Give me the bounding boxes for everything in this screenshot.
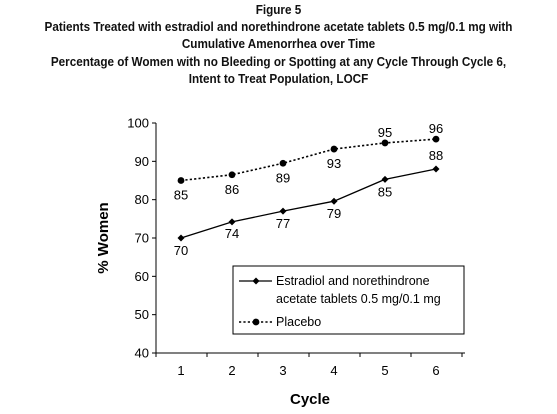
chart-series	[177, 135, 440, 242]
legend-estradiol-label-line-2: acetate tablets 0.5 mg/0.1 mg	[276, 292, 441, 306]
placebo-data-point	[381, 139, 389, 147]
y-tick-label: 80	[135, 192, 149, 207]
placebo-data-label: 89	[276, 170, 290, 185]
estradiol-data-point	[177, 234, 185, 242]
chart-axes: 40 50 60 70 80 90 100 1 2 3 4 5 6	[127, 116, 465, 378]
placebo-data-label: 85	[174, 188, 188, 203]
estradiol-data-point	[228, 218, 236, 226]
x-tick-label: 4	[330, 363, 337, 378]
legend-estradiol-marker	[252, 277, 260, 285]
placebo-data-point	[228, 171, 236, 179]
placebo-data-label: 86	[225, 182, 239, 197]
estradiol-data-label: 88	[429, 148, 443, 163]
legend-placebo-label: Placebo	[276, 315, 321, 329]
x-tick-label: 5	[381, 363, 388, 378]
placebo-data-point	[330, 145, 338, 153]
legend-placebo-marker	[252, 318, 260, 326]
placebo-data-point	[177, 177, 185, 184]
estradiol-data-label: 85	[378, 184, 392, 199]
y-tick-label: 40	[135, 346, 149, 361]
estradiol-data-point	[330, 197, 338, 205]
chart-data-labels: 70 74 77 79 85 88 85 86 89 93 95 96	[174, 121, 443, 258]
estradiol-data-point	[381, 175, 389, 183]
y-tick-label: 60	[135, 269, 149, 284]
figure-label: Figure 5	[255, 3, 302, 17]
y-tick-label: 100	[127, 116, 149, 131]
x-axis-label: Cycle	[290, 391, 330, 408]
y-axis-label: % Women	[95, 202, 112, 273]
placebo-data-point	[279, 159, 287, 167]
x-tick-label: 6	[432, 363, 439, 378]
estradiol-data-label: 70	[174, 243, 188, 258]
placebo-data-label: 93	[327, 156, 341, 171]
figure-title-line-2: Cumulative Amenorrhea over Time	[181, 37, 376, 52]
x-tick-label: 2	[228, 363, 235, 378]
y-tick-label: 70	[135, 231, 149, 246]
figure-subtitle-line-1: Percentage of Women with no Bleeding or …	[50, 54, 507, 69]
placebo-data-label: 96	[429, 121, 443, 136]
chart-legend: Estradiol and norethindrone acetate table…	[232, 265, 465, 335]
x-tick-label: 3	[279, 363, 286, 378]
figure-title-line-1: Patients Treated with estradiol and nore…	[44, 20, 513, 35]
legend-estradiol-label: Estradiol and norethindrone	[276, 274, 430, 288]
placebo-data-point	[432, 135, 440, 143]
placebo-data-label: 95	[378, 125, 392, 140]
figure-subtitle-line-2: Intent to Treat Population, LOCF	[188, 71, 369, 86]
x-tick-label: 1	[177, 363, 184, 378]
placebo-series-line	[180, 138, 437, 182]
estradiol-data-point	[432, 165, 440, 173]
figure-titles: Figure 5 Patients Treated with estradiol…	[19, 2, 537, 88]
estradiol-data-point	[279, 207, 287, 215]
y-tick-label: 90	[135, 154, 149, 169]
estradiol-data-label: 79	[327, 206, 341, 221]
y-tick-label: 50	[135, 307, 149, 322]
estradiol-data-label: 74	[225, 226, 239, 241]
estradiol-series-line	[180, 168, 437, 239]
estradiol-data-label: 77	[276, 216, 290, 231]
